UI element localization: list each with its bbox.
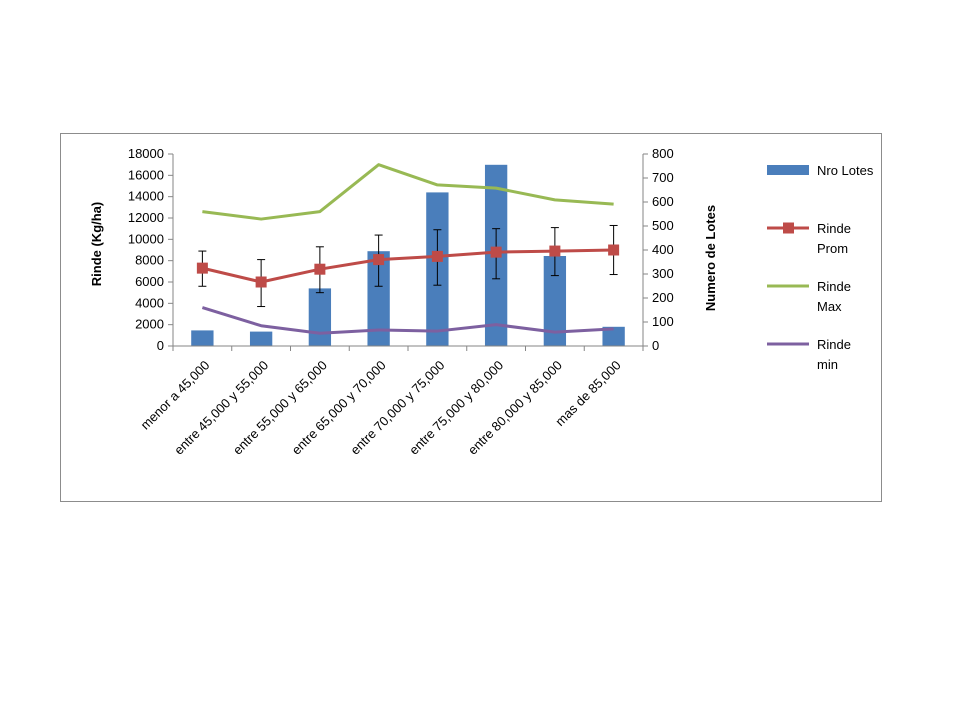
line-rinde-min: [201, 306, 614, 335]
y2-axis-title: Numero de Lotes: [703, 205, 718, 311]
y-tick-label: 10000: [128, 231, 164, 246]
legend-swatch-bar: [767, 165, 809, 175]
bar-nro-lotes: [543, 256, 567, 346]
legend-swatch-marker: [783, 222, 794, 234]
marker-rinde-prom: [490, 246, 502, 258]
y-tick-label: 4000: [135, 295, 164, 310]
y-tick-label: 16000: [128, 167, 164, 182]
marker-rinde-prom: [196, 262, 208, 274]
y-axis-title: Rinde (Kg/ha): [89, 202, 104, 287]
y-tick-label: 18000: [128, 146, 164, 161]
chart-svg: 0200040006000800010000120001400016000180…: [89, 146, 874, 458]
marker-rinde-prom: [255, 276, 267, 288]
marker-rinde-prom: [314, 263, 326, 275]
y-tick-label: 14000: [128, 189, 164, 204]
bar-nro-lotes: [367, 251, 390, 346]
y2-tick-label: 600: [652, 194, 674, 209]
y-tick-label: 8000: [135, 253, 164, 268]
y2-tick-label: 400: [652, 242, 674, 257]
legend-label: Prom: [817, 241, 848, 256]
chart-frame: 0 2000 4000 6000 8000 10000 12000 14000 16000 180…: [60, 133, 882, 502]
y2-tick-label: 800: [652, 146, 674, 161]
legend-label: Rinde: [817, 221, 851, 236]
legend-label: min: [817, 357, 838, 372]
line-rinde-max: [202, 163, 614, 221]
marker-rinde-prom: [431, 250, 443, 262]
y2-tick-label: 300: [652, 266, 674, 281]
legend-label: Nro Lotes: [817, 163, 874, 178]
legend-label: Max: [817, 299, 842, 314]
bar-nro-lotes: [249, 331, 273, 346]
bar-nro-lotes: [191, 330, 214, 346]
y-tick-label: 12000: [128, 210, 164, 225]
marker-rinde-prom: [549, 245, 561, 257]
y2-tick-label: 100: [652, 314, 674, 329]
y2-tick-label: 0: [652, 338, 659, 353]
legend-label: Rinde: [817, 337, 851, 352]
bar-nro-lotes: [602, 326, 625, 346]
line-rinde-prom: [202, 248, 614, 284]
legend: Nro Lotes Rinde Prom Rinde Max Rinde min: [767, 163, 874, 372]
y2-tick-label: 700: [652, 170, 674, 185]
marker-rinde-prom: [608, 244, 620, 256]
y-tick-label: 2000: [135, 317, 164, 332]
y2-tick-label: 200: [652, 290, 674, 305]
bar-nro-lotes: [308, 288, 332, 346]
legend-label: Rinde: [817, 279, 851, 294]
y-tick-label: 0: [157, 338, 164, 353]
marker-rinde-prom: [373, 254, 385, 266]
y-tick-label: 6000: [135, 274, 164, 289]
y2-tick-label: 500: [652, 218, 674, 233]
